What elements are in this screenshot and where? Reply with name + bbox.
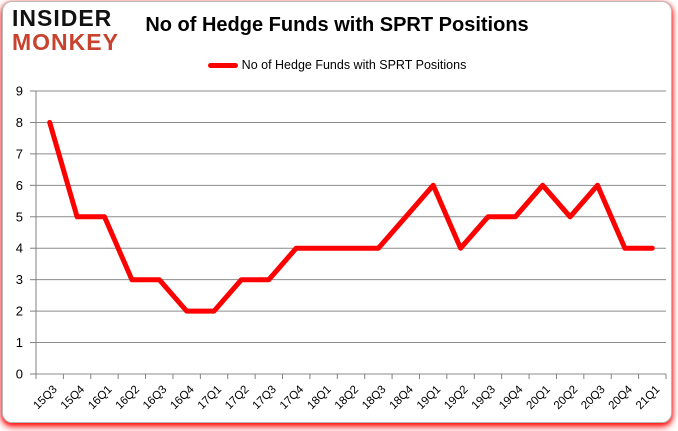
x-axis-tick-label: 21Q1 xyxy=(634,384,662,412)
x-axis-tick-label: 20Q2 xyxy=(552,384,580,412)
x-axis-tick-label: 15Q4 xyxy=(59,383,88,412)
x-axis-tick-label: 20Q4 xyxy=(607,383,636,412)
x-axis-tick-label: 18Q3 xyxy=(360,384,388,412)
x-axis-tick-label: 16Q3 xyxy=(141,384,169,412)
legend-series-label: No of Hedge Funds with SPRT Positions xyxy=(241,58,467,72)
logo-insider-text: INSIDER xyxy=(12,5,113,31)
x-axis-tick-label: 19Q2 xyxy=(442,384,470,412)
x-axis-tick-label: 19Q3 xyxy=(470,384,498,412)
chart-legend: No of Hedge Funds with SPRT Positions xyxy=(3,56,671,74)
y-axis-tick-label: 8 xyxy=(16,115,23,130)
y-axis-tick-label: 5 xyxy=(16,209,23,224)
x-axis-tick-label: 18Q1 xyxy=(305,384,333,412)
x-axis-tick-label: 17Q2 xyxy=(223,384,251,412)
y-axis-tick-label: 4 xyxy=(16,241,23,256)
y-axis-tick-label: 9 xyxy=(16,84,23,99)
insider-monkey-logo: INSIDER MONKEY xyxy=(12,7,119,54)
x-axis-tick-label: 17Q4 xyxy=(278,383,307,412)
x-axis-tick-label: 19Q1 xyxy=(415,384,443,412)
chart-card: INSIDER MONKEY No of Hedge Funds with SP… xyxy=(2,1,672,423)
x-axis-tick-label: 16Q2 xyxy=(114,384,142,412)
y-axis-tick-label: 3 xyxy=(16,272,23,287)
chart-title: No of Hedge Funds with SPRT Positions xyxy=(145,14,529,36)
x-axis-tick-label: 16Q1 xyxy=(86,384,114,412)
x-axis-tick-label: 20Q1 xyxy=(524,384,552,412)
x-axis-tick-label: 18Q4 xyxy=(388,383,417,412)
y-axis-tick-label: 7 xyxy=(16,146,23,161)
y-axis-tick-label: 0 xyxy=(16,367,23,382)
y-axis-tick-label: 6 xyxy=(16,178,23,193)
y-axis-tick-label: 2 xyxy=(16,304,23,319)
legend-line-swatch xyxy=(207,62,238,68)
x-axis-tick-label: 15Q3 xyxy=(31,384,59,412)
x-axis-tick-label: 17Q1 xyxy=(196,384,224,412)
y-axis-tick-label: 1 xyxy=(16,335,23,350)
x-axis-tick-label: 16Q4 xyxy=(168,383,197,412)
logo-monkey-text: MONKEY xyxy=(12,29,119,55)
x-axis-tick-label: 19Q4 xyxy=(497,383,526,412)
x-axis-tick-label: 20Q3 xyxy=(579,384,607,412)
x-axis-tick-label: 17Q3 xyxy=(251,384,279,412)
series-line xyxy=(47,119,655,314)
x-axis-tick-label: 18Q2 xyxy=(333,384,361,412)
